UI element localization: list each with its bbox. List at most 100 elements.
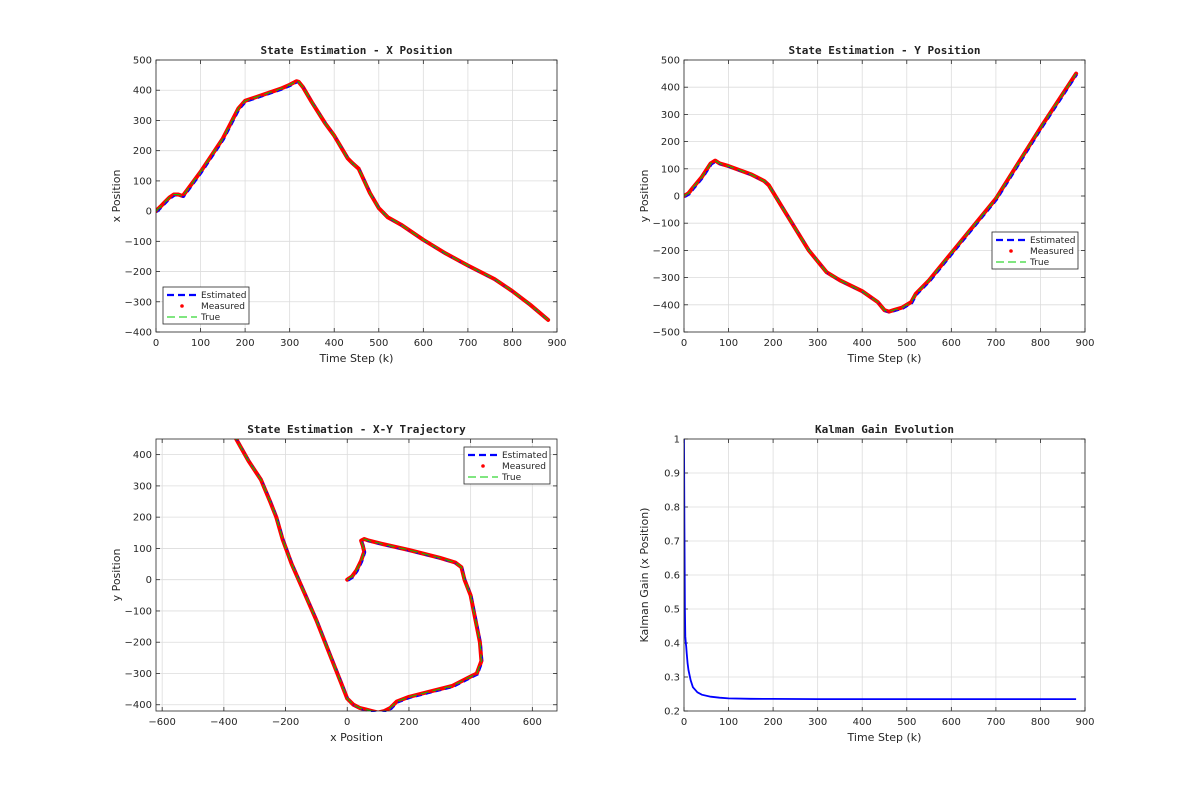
y-position-y-tick-label: 300 [661, 110, 680, 121]
kalman-gain-title: Kalman Gain Evolution [815, 423, 954, 436]
y-position-legend-label: Estimated [1030, 236, 1075, 246]
xy-trajectory-y-tick-label: 300 [133, 481, 152, 492]
x-position-y-tick-label: −300 [125, 297, 152, 308]
kalman-gain-x-tick-label: 800 [1031, 717, 1050, 728]
y-position-x-tick-label: 800 [1031, 338, 1050, 349]
kalman-gain-x-tick-label: 700 [986, 717, 1005, 728]
kalman-gain-x-tick-label: 400 [853, 717, 872, 728]
y-position-y-tick-label: 400 [661, 83, 680, 94]
xy-trajectory-y-tick-label: 100 [133, 544, 152, 555]
x-position-y-tick-label: 300 [133, 116, 152, 127]
x-position-axes-box [155, 59, 558, 333]
y-position-axes: 0 100 200 300 400 500 600 700 800 900 −500 −400 −300… [638, 44, 1095, 365]
xy-trajectory-y-label: y Position [110, 549, 123, 602]
x-position-x-tick-label: 0 [153, 338, 159, 349]
x-position-x-tick-label: 800 [503, 338, 522, 349]
kalman-gain-y-tick-label: 0.2 [664, 707, 680, 718]
kalman-gain-y-tick-label: 0.9 [664, 469, 680, 480]
x-position-y-tick-label: −200 [125, 267, 152, 278]
xy-trajectory-legend-label: Estimated [502, 451, 547, 461]
y-position-y-tick-label: 200 [661, 137, 680, 148]
x-position-x-tick-label: 500 [369, 338, 388, 349]
y-position-legend-swatch-measured [1009, 249, 1013, 253]
y-position-y-tick-label: −400 [653, 300, 680, 311]
xy-trajectory-x-tick-label: 200 [399, 717, 418, 728]
x-position-x-tick-label: 600 [414, 338, 433, 349]
y-position-x-tick-label: 900 [1075, 338, 1094, 349]
kalman-gain-x-tick-label: 600 [942, 717, 961, 728]
y-position-axes-box [683, 59, 1086, 333]
xy-trajectory-x-tick-label: −400 [210, 717, 237, 728]
x-position-x-tick-label: 300 [280, 338, 299, 349]
xy-trajectory-x-tick-label: −600 [148, 717, 175, 728]
xy-trajectory-x-tick-label: −200 [272, 717, 299, 728]
y-position-y-tick-label: −500 [653, 328, 680, 339]
y-position-y-tick-label: 100 [661, 164, 680, 175]
y-position-legend-box [991, 231, 1079, 270]
x-position-legend-label: Measured [201, 302, 245, 312]
x-position-y-tick-label: 0 [146, 207, 152, 218]
x-position-y-tick-label: −100 [125, 237, 152, 248]
x-position-title: State Estimation - X Position [260, 44, 452, 57]
kalman-gain-y-tick-label: 1 [674, 435, 680, 446]
xy-trajectory-y-tick-label: 400 [133, 450, 152, 461]
y-position-x-label: Time Step (k) [847, 352, 922, 365]
x-position-series-true [156, 80, 549, 321]
y-position-y-label: y Position [638, 170, 651, 223]
kalman-gain-y-label: Kalman Gain (x Position) [638, 508, 651, 643]
xy-trajectory-y-tick-label: −400 [125, 700, 152, 711]
y-position-x-tick-label: 200 [764, 338, 783, 349]
kalman-gain-x-tick-label: 200 [764, 717, 783, 728]
y-position-x-tick-label: 300 [808, 338, 827, 349]
y-position-y-tick-label: −300 [653, 273, 680, 284]
x-position-legend-label: Estimated [201, 291, 246, 301]
kalman-gain-y-tick-label: 0.4 [664, 639, 680, 650]
x-position-y-tick-label: 400 [133, 86, 152, 97]
x-position-x-tick-label: 900 [547, 338, 566, 349]
y-position-series-true [684, 73, 1077, 313]
y-position-series-estimated [685, 74, 1078, 314]
xy-trajectory-x-tick-label: 0 [344, 717, 350, 728]
y-position-x-tick-label: 500 [897, 338, 916, 349]
x-position-y-tick-label: 500 [133, 56, 152, 67]
x-position-legend-swatch-measured [180, 304, 184, 308]
x-position-y-tick-label: 200 [133, 146, 152, 157]
x-position-y-tick-label: 100 [133, 176, 152, 187]
xy-trajectory-title: State Estimation - X-Y Trajectory [247, 423, 466, 436]
x-position-x-tick-label: 700 [458, 338, 477, 349]
xy-trajectory-legend-label: Measured [502, 462, 546, 472]
y-position-x-tick-label: 0 [681, 338, 687, 349]
kalman-gain-y-tick-label: 0.6 [664, 571, 680, 582]
y-position-x-tick-label: 100 [719, 338, 738, 349]
xy-trajectory-x-tick-label: 600 [523, 717, 542, 728]
y-position-legend-label: Measured [1030, 247, 1074, 257]
xy-trajectory-x-tick-label: 400 [461, 717, 480, 728]
xy-trajectory-legend-swatch-measured [481, 464, 485, 468]
kalman-gain-x-tick-label: 300 [808, 717, 827, 728]
xy-trajectory-y-tick-label: 0 [146, 575, 152, 586]
kalman-gain-y-tick-label: 0.3 [664, 673, 680, 684]
y-position-x-tick-label: 400 [853, 338, 872, 349]
xy-trajectory-y-tick-label: −200 [125, 638, 152, 649]
kalman-gain-x-tick-label: 900 [1075, 717, 1094, 728]
xy-trajectory-legend-label: True [501, 473, 522, 483]
kalman-gain-x-tick-label: 100 [719, 717, 738, 728]
x-position-y-label: x Position [110, 170, 123, 223]
xy-trajectory-y-tick-label: −300 [125, 669, 152, 680]
kalman-gain-y-tick-label: 0.8 [664, 503, 680, 514]
xy-trajectory-legend-box [463, 446, 551, 485]
kalman-gain-series-gain [684, 439, 1077, 700]
x-position-series-estimated [157, 81, 550, 322]
x-position-x-label: Time Step (k) [319, 352, 394, 365]
xy-trajectory-x-label: x Position [330, 731, 383, 744]
x-position-x-tick-label: 400 [325, 338, 344, 349]
x-position-axes: 0 100 200 300 400 500 600 700 800 900 −400 −300 −200… [110, 44, 567, 365]
y-position-x-tick-label: 700 [986, 338, 1005, 349]
kalman-gain-y-tick-label: 0.7 [664, 537, 680, 548]
xy-trajectory-y-tick-label: −100 [125, 606, 152, 617]
xy-trajectory-axes: −600 −400 −200 0 200 400 600 −400 −300 −200 −100 0 1… [110, 423, 558, 744]
xy-trajectory-series-true [235, 439, 482, 711]
